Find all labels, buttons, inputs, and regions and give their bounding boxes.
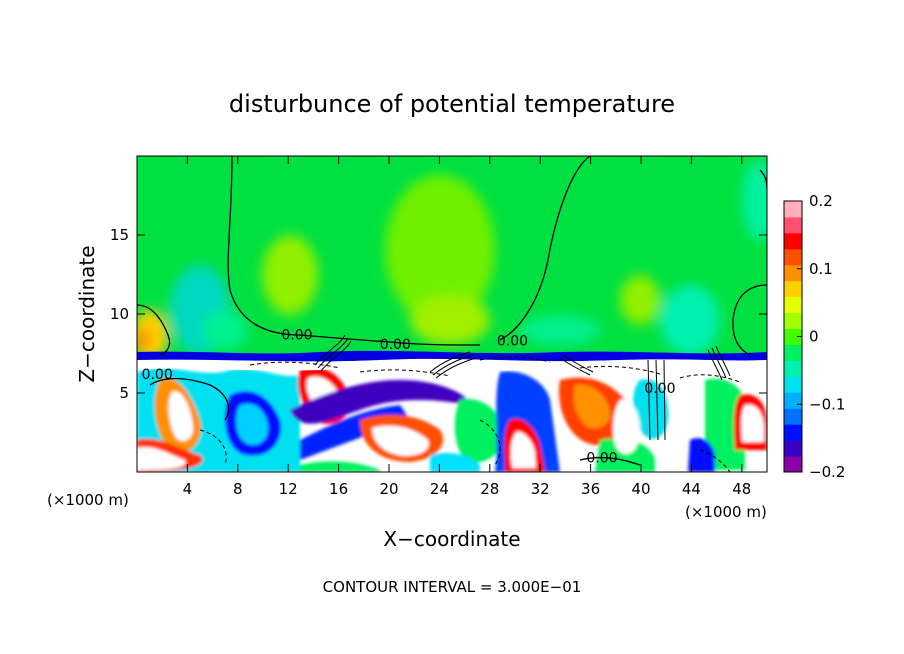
upper-field-patches <box>137 160 767 360</box>
colorbar-tick-label: 0.2 <box>809 192 833 210</box>
colorbar-swatch <box>784 264 802 282</box>
colorbar-swatch <box>784 296 802 314</box>
colorbar-swatch <box>784 456 802 473</box>
x-axis-title: X−coordinate <box>383 527 520 551</box>
colorbar-swatch <box>784 312 802 330</box>
colorbar-swatch <box>784 360 802 377</box>
x-axis: 4 8 12 16 20 24 28 32 36 40 44 48 <box>183 156 751 498</box>
colorbar-swatch <box>784 344 802 361</box>
contour-label: 0.00 <box>281 327 312 343</box>
contour-label: 0.00 <box>586 451 617 467</box>
x-tick-label: 4 <box>183 480 193 498</box>
x-tick-label: 40 <box>631 480 650 498</box>
contour-interval-note: CONTOUR INTERVAL = 3.000E−01 <box>323 578 582 596</box>
x-unit-right: (×1000 m) <box>685 503 767 521</box>
colorbar-swatch <box>784 201 802 218</box>
x-tick-label: 28 <box>480 480 499 498</box>
y-tick-label: 5 <box>119 384 129 402</box>
colorbar-swatch <box>784 424 802 441</box>
contour-label: 0.00 <box>497 334 528 350</box>
dashed-contours <box>199 356 741 472</box>
colorbar-tick-label: 0.1 <box>809 260 833 278</box>
colorbar-tick-label: −0.1 <box>809 395 845 413</box>
y-tick-label: 10 <box>110 305 129 323</box>
colorbar-tick-label: 0 <box>809 328 819 346</box>
contour-label-layer: 0.00 0.00 0.00 0.00 0.00 0.00 <box>142 327 676 466</box>
x-tick-label: 32 <box>531 480 550 498</box>
x-tick-label: 16 <box>329 480 348 498</box>
colorbar-swatch <box>784 328 802 345</box>
colorbar-swatch <box>784 280 802 298</box>
x-unit-left: (×1000 m) <box>47 491 129 509</box>
contour-label: 0.00 <box>644 381 675 397</box>
colorbar-tick-label: −0.2 <box>809 463 845 481</box>
contour-label: 0.00 <box>142 367 173 383</box>
colorbar-swatch <box>784 440 802 457</box>
x-tick-label: 20 <box>379 480 398 498</box>
heatmap-field <box>137 156 767 472</box>
x-tick-label: 8 <box>233 480 243 498</box>
colorbar-swatch <box>784 392 802 409</box>
y-axis: 5 10 15 <box>110 226 767 402</box>
y-tick-label: 15 <box>110 226 129 244</box>
colorbar-swatch <box>784 408 802 425</box>
x-tick-label: 48 <box>732 480 751 498</box>
colorbar-swatch <box>784 216 802 234</box>
x-tick-label: 12 <box>279 480 298 498</box>
dense-contour-clusters <box>314 334 731 441</box>
y-axis-title: Z−coordinate <box>75 245 99 382</box>
colorbar-swatch <box>784 376 802 393</box>
lower-turbulent-layer <box>137 350 767 472</box>
x-tick-label: 36 <box>581 480 600 498</box>
colorbar-swatch <box>784 232 802 250</box>
chart-title: disturbunce of potential temperature <box>229 90 675 118</box>
colorbar-swatch <box>784 248 802 266</box>
colorbar-swatches <box>784 201 802 473</box>
x-tick-label: 24 <box>430 480 449 498</box>
colorbar: 0.2 0.1 0 −0.1 −0.2 <box>783 192 845 481</box>
colorbar-ticks: 0.2 0.1 0 −0.1 −0.2 <box>797 192 845 481</box>
contour-label: 0.00 <box>380 337 411 353</box>
x-tick-label: 44 <box>682 480 701 498</box>
contour-lines <box>137 156 767 466</box>
